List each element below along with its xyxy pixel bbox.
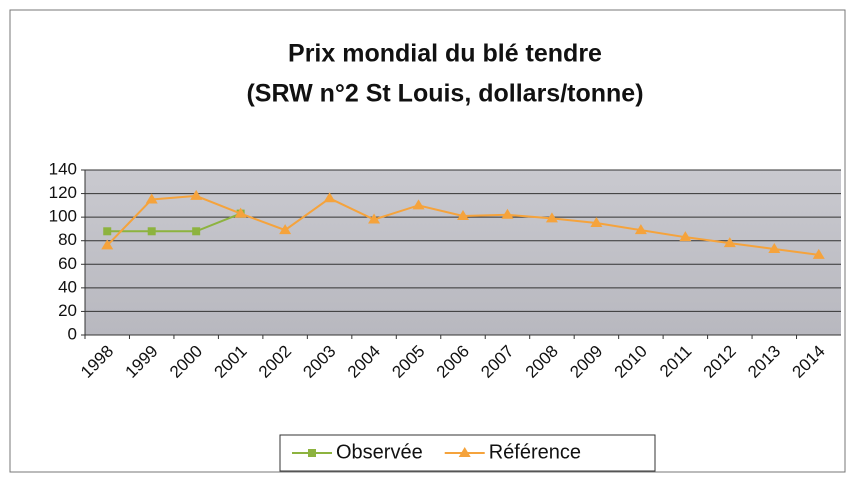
- marker: [590, 217, 603, 228]
- chart-title: Prix mondial du blé tendre: [288, 40, 602, 68]
- marker: [147, 227, 156, 236]
- y-tick-label: 80: [58, 230, 77, 249]
- y-tick-label: 120: [49, 183, 77, 202]
- y-tick-label: 40: [58, 277, 77, 296]
- marker: [634, 224, 647, 235]
- marker: [101, 239, 114, 250]
- marker: [412, 199, 425, 210]
- chart-subtitle: (SRW n°2 St Louis, dollars/tonne): [246, 80, 643, 108]
- marker: [103, 227, 112, 236]
- y-tick-label: 0: [68, 324, 77, 343]
- marker: [723, 237, 736, 248]
- marker: [190, 189, 203, 200]
- marker: [457, 209, 469, 220]
- marker: [501, 208, 514, 219]
- marker: [679, 231, 692, 242]
- legend-marker: [458, 447, 471, 457]
- marker: [545, 212, 558, 223]
- legend-marker: [308, 449, 316, 457]
- marker: [145, 193, 158, 204]
- marker: [323, 192, 336, 203]
- plot-area: [85, 170, 841, 335]
- marker: [812, 248, 825, 259]
- marker: [279, 224, 292, 235]
- marker: [768, 242, 781, 253]
- legend-label: Référence: [489, 441, 581, 463]
- y-tick-label: 100: [49, 207, 77, 226]
- marker: [192, 227, 201, 236]
- y-tick-label: 140: [49, 159, 77, 178]
- marker: [368, 213, 381, 224]
- y-tick-label: 20: [58, 301, 77, 320]
- series-line: [107, 212, 242, 233]
- marker: [234, 207, 247, 218]
- legend-label: Observée: [336, 441, 423, 463]
- y-tick-label: 60: [58, 254, 77, 273]
